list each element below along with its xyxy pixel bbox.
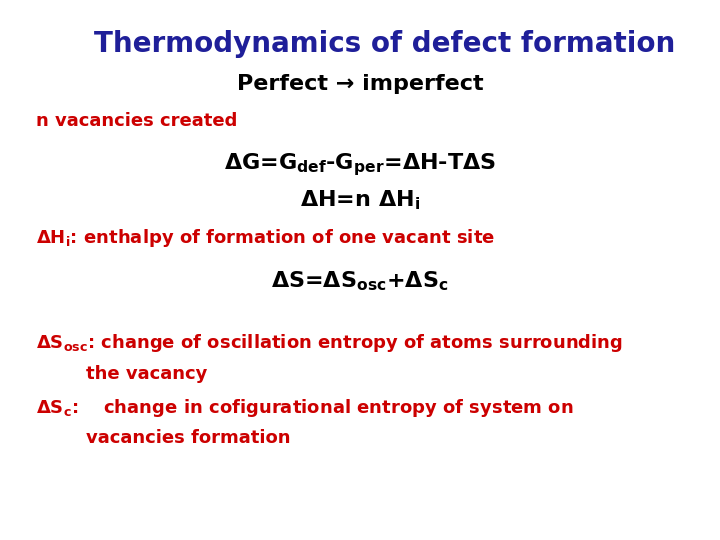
Text: ΔS$_\mathbf{osc}$: change of oscillation entropy of atoms surrounding: ΔS$_\mathbf{osc}$: change of oscillation… [36, 332, 623, 354]
Text: ΔG=G$_\mathbf{def}$-G$_\mathbf{per}$=ΔH-TΔS: ΔG=G$_\mathbf{def}$-G$_\mathbf{per}$=ΔH-… [224, 151, 496, 178]
Text: ΔS=ΔS$_\mathbf{osc}$+ΔS$_\mathbf{c}$: ΔS=ΔS$_\mathbf{osc}$+ΔS$_\mathbf{c}$ [271, 269, 449, 293]
Text: ΔS$_\mathbf{c}$:    change in cofigurational entropy of system on: ΔS$_\mathbf{c}$: change in cofigurationa… [36, 397, 574, 418]
Text: Thermodynamics of defect formation: Thermodynamics of defect formation [94, 30, 675, 58]
Text: vacancies formation: vacancies formation [86, 429, 291, 448]
Text: ΔH$_\mathbf{i}$: enthalpy of formation of one vacant site: ΔH$_\mathbf{i}$: enthalpy of formation o… [36, 227, 495, 248]
Text: n vacancies created: n vacancies created [36, 112, 238, 131]
Text: the vacancy: the vacancy [86, 364, 208, 383]
Text: ΔH=n ΔH$_\mathbf{i}$: ΔH=n ΔH$_\mathbf{i}$ [300, 188, 420, 212]
Text: Perfect → imperfect: Perfect → imperfect [237, 73, 483, 94]
